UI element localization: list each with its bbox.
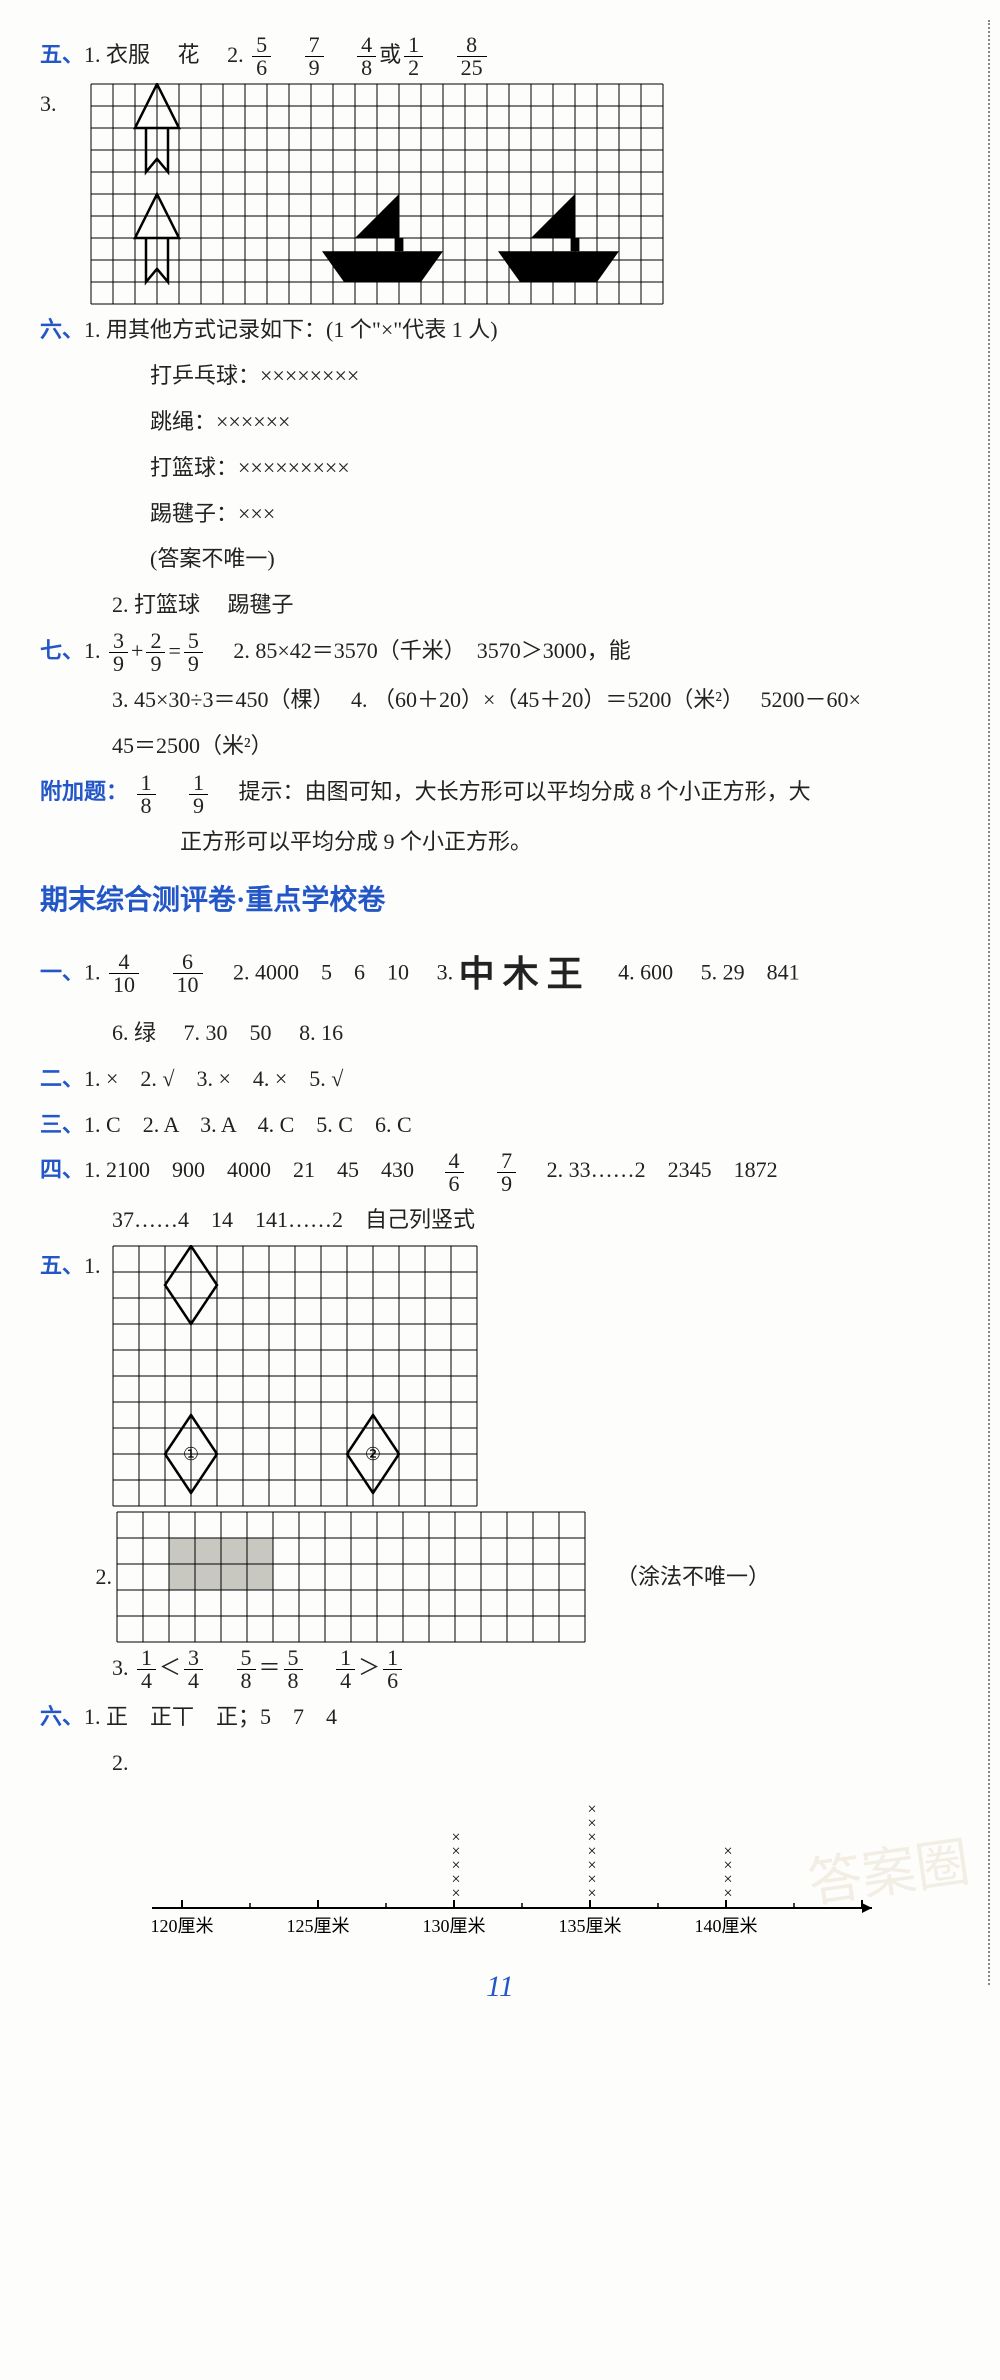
tally-row-1: 打乒乓球：×××××××× bbox=[150, 355, 960, 397]
frac: 59 bbox=[184, 630, 203, 675]
svg-text:130厘米: 130厘米 bbox=[423, 1916, 486, 1936]
q1-label: 1. bbox=[84, 42, 101, 67]
tally-row-3: 打篮球：××××××××× bbox=[150, 447, 960, 489]
b1-line2: 6. 绿 7. 30 50 8. 16 bbox=[112, 1012, 960, 1054]
q1-ans2: 花 bbox=[178, 42, 200, 67]
section-title: 期末综合测评卷·重点学校卷 bbox=[40, 874, 960, 927]
hint-label: 提示： bbox=[239, 779, 305, 804]
b5-q3: 3. 14＜34 58＝58 14＞16 bbox=[112, 1647, 960, 1692]
frac: 610 bbox=[173, 951, 203, 996]
q1-label: 1. bbox=[84, 317, 101, 342]
frac: 16 bbox=[383, 1647, 402, 1692]
svg-text:×: × bbox=[587, 1801, 596, 1818]
svg-text:①: ① bbox=[183, 1444, 199, 1464]
b3-line: 三、1. C 2. A 3. A 4. C 5. C 6. C bbox=[40, 1104, 960, 1146]
b5-q2: 2. （涂法不唯一） bbox=[40, 1511, 960, 1643]
q2-label: 2. bbox=[227, 42, 244, 67]
dotted-margin bbox=[988, 20, 990, 1985]
b5-q1: 五、1. ①② bbox=[40, 1245, 960, 1507]
bonus-label: 附加题： bbox=[40, 779, 128, 804]
bonus-line1: 附加题： 18 19 提示：由图可知，大长方形可以平均分成 8 个小正方形，大 bbox=[40, 771, 960, 816]
q1-intro: 用其他方式记录如下：(1 个"×"代表 1 人) bbox=[106, 317, 498, 342]
frac: 18 bbox=[137, 772, 156, 817]
page-number: 11 bbox=[40, 1958, 960, 2015]
b1-label: 一、 bbox=[40, 959, 84, 984]
sec6-label: 六、 bbox=[40, 317, 84, 342]
q1-ans1: 衣服 bbox=[106, 42, 150, 67]
grid-figure-3 bbox=[116, 1511, 586, 1643]
frac: 56 bbox=[252, 34, 271, 79]
sec7-label: 七、 bbox=[40, 638, 84, 663]
frac: 39 bbox=[109, 630, 128, 675]
grid-figure-1 bbox=[90, 83, 664, 305]
sec5-line1: 五、1. 衣服 花 2. 56 79 48或12 825 bbox=[40, 34, 960, 79]
frac: 12 bbox=[404, 34, 423, 79]
sec7-line2: 3. 45×30÷3＝450（棵） 4. （60＋20）×（45＋20）＝520… bbox=[112, 679, 960, 721]
frac: 410 bbox=[109, 951, 139, 996]
sec5-q3: 3. bbox=[40, 83, 960, 305]
svg-text:125厘米: 125厘米 bbox=[287, 1916, 350, 1936]
frac: 14 bbox=[137, 1647, 156, 1692]
b2-line: 二、1. × 2. √ 3. × 4. × 5. √ bbox=[40, 1058, 960, 1100]
bonus-line2: 正方形可以平均分成 9 个小正方形。 bbox=[180, 821, 960, 863]
grid-figure-2: ①② bbox=[112, 1245, 478, 1507]
b3-label: 三、 bbox=[40, 1112, 84, 1137]
sec7-line1: 七、1. 39+29=59 2. 85×42＝3570（千米） 3570＞300… bbox=[40, 630, 960, 675]
b6-q1: 六、1. 正 正丅 正；5 7 4 bbox=[40, 1696, 960, 1738]
svg-text:×: × bbox=[723, 1843, 732, 1860]
sec7-line3: 45＝2500（米²） bbox=[112, 725, 960, 767]
dot-chart: 120厘米125厘米130厘米135厘米140厘米×××××××××××××××… bbox=[112, 1788, 872, 1938]
svg-text:135厘米: 135厘米 bbox=[559, 1916, 622, 1936]
b4-line1: 四、1. 2100 900 4000 21 45 430 46 79 2. 33… bbox=[40, 1149, 960, 1194]
frac: 34 bbox=[184, 1647, 203, 1692]
b6-q2-chart: 120厘米125厘米130厘米135厘米140厘米×××××××××××××××… bbox=[112, 1788, 960, 1938]
svg-text:140厘米: 140厘米 bbox=[695, 1916, 758, 1936]
q4-label: 4. bbox=[351, 687, 368, 712]
q3-label: 3. bbox=[112, 687, 129, 712]
q3-label: 3. bbox=[40, 83, 90, 125]
frac: 79 bbox=[305, 34, 324, 79]
b4-label: 四、 bbox=[40, 1157, 84, 1182]
q2-label: 2. bbox=[112, 592, 129, 617]
sec5-label: 五、 bbox=[40, 42, 84, 67]
b1-line1: 一、1. 410 610 2. 4000 5 6 10 3. 中木王 4. 60… bbox=[40, 940, 960, 1008]
frac: 14 bbox=[336, 1647, 355, 1692]
q2-note: （涂法不唯一） bbox=[616, 1556, 770, 1598]
b6-label: 六、 bbox=[40, 1704, 84, 1729]
svg-text:②: ② bbox=[365, 1444, 381, 1464]
big-characters: 中木王 bbox=[459, 954, 591, 994]
q1-label: 1. bbox=[84, 638, 101, 663]
svg-text:×: × bbox=[451, 1829, 460, 1846]
frac: 29 bbox=[146, 630, 165, 675]
frac: 19 bbox=[189, 772, 208, 817]
tally-note: (答案不唯一) bbox=[150, 538, 960, 580]
svg-text:120厘米: 120厘米 bbox=[151, 1916, 214, 1936]
b4-line2: 37……4 14 141……2 自己列竖式 bbox=[112, 1199, 960, 1241]
sec6-line1: 六、1. 用其他方式记录如下：(1 个"×"代表 1 人) bbox=[40, 309, 960, 351]
or: 或 bbox=[379, 42, 401, 67]
q2-label: 2. bbox=[233, 638, 250, 663]
tally-row-2: 跳绳：×××××× bbox=[150, 401, 960, 443]
frac: 79 bbox=[497, 1150, 516, 1195]
frac: 825 bbox=[457, 34, 487, 79]
b6-q2-label: 2. bbox=[112, 1742, 960, 1784]
tally-row-4: 踢毽子：××× bbox=[150, 493, 960, 535]
frac: 58 bbox=[284, 1647, 303, 1692]
frac: 46 bbox=[445, 1150, 464, 1195]
frac: 58 bbox=[237, 1647, 256, 1692]
sec6-q2: 2. 打篮球 踢毽子 bbox=[112, 584, 960, 626]
frac: 48 bbox=[357, 34, 376, 79]
b5-label: 五、 bbox=[40, 1253, 84, 1278]
b2-label: 二、 bbox=[40, 1066, 84, 1091]
